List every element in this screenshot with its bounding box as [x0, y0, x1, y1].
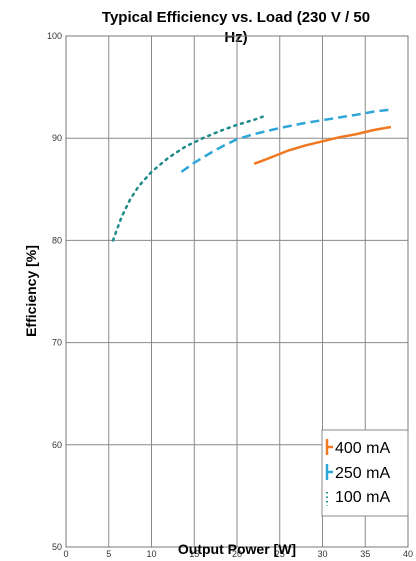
series-lines: [111, 108, 392, 242]
y-tick-label: 100: [47, 31, 62, 41]
x-axis-title: Output Power [W]: [178, 541, 296, 557]
series-line-250ma: [180, 108, 392, 173]
y-tick-label: 70: [52, 338, 62, 348]
legend-label-250ma: 250 mA: [335, 465, 390, 482]
series-line-400ma: [253, 125, 392, 165]
legend-item-400ma: 400 mA: [325, 439, 390, 457]
y-axis-title: Efficiency [%]: [23, 245, 39, 337]
x-tick-label: 5: [106, 549, 111, 559]
legend-item-250ma: 250 mA: [325, 464, 390, 482]
y-tick-label: 60: [52, 440, 62, 450]
tick-labels: 0 5 10 15 20 25 30 35 40 50 60 70 80 90 100: [47, 31, 413, 559]
plot-area-frame: [65, 35, 409, 548]
chart-title-line-2: Hz): [224, 29, 247, 46]
x-tick-label: 10: [146, 549, 156, 559]
legend-box: [321, 429, 409, 517]
x-tick-label: 20: [232, 549, 242, 559]
legend-label-400ma: 400 mA: [335, 440, 390, 457]
x-tick-label: 30: [317, 549, 327, 559]
x-tick-label: 0: [63, 549, 68, 559]
y-tick-label: 90: [52, 133, 62, 143]
x-tick-label: 25: [275, 549, 285, 559]
legend: 400 mA 250 mA 100 mA: [321, 429, 409, 517]
x-tick-label: 35: [360, 549, 370, 559]
y-tick-label: 50: [52, 542, 62, 552]
series-line-100ma: [111, 115, 264, 242]
x-tick-label: 40: [403, 549, 413, 559]
legend-item-100ma: 100 mA: [326, 489, 390, 506]
legend-label-100ma: 100 mA: [335, 489, 390, 506]
x-tick-label: 15: [189, 549, 199, 559]
chart-title-line-1: Typical Efficiency vs. Load (230 V / 50: [102, 9, 370, 26]
y-tick-label: 80: [52, 235, 62, 245]
